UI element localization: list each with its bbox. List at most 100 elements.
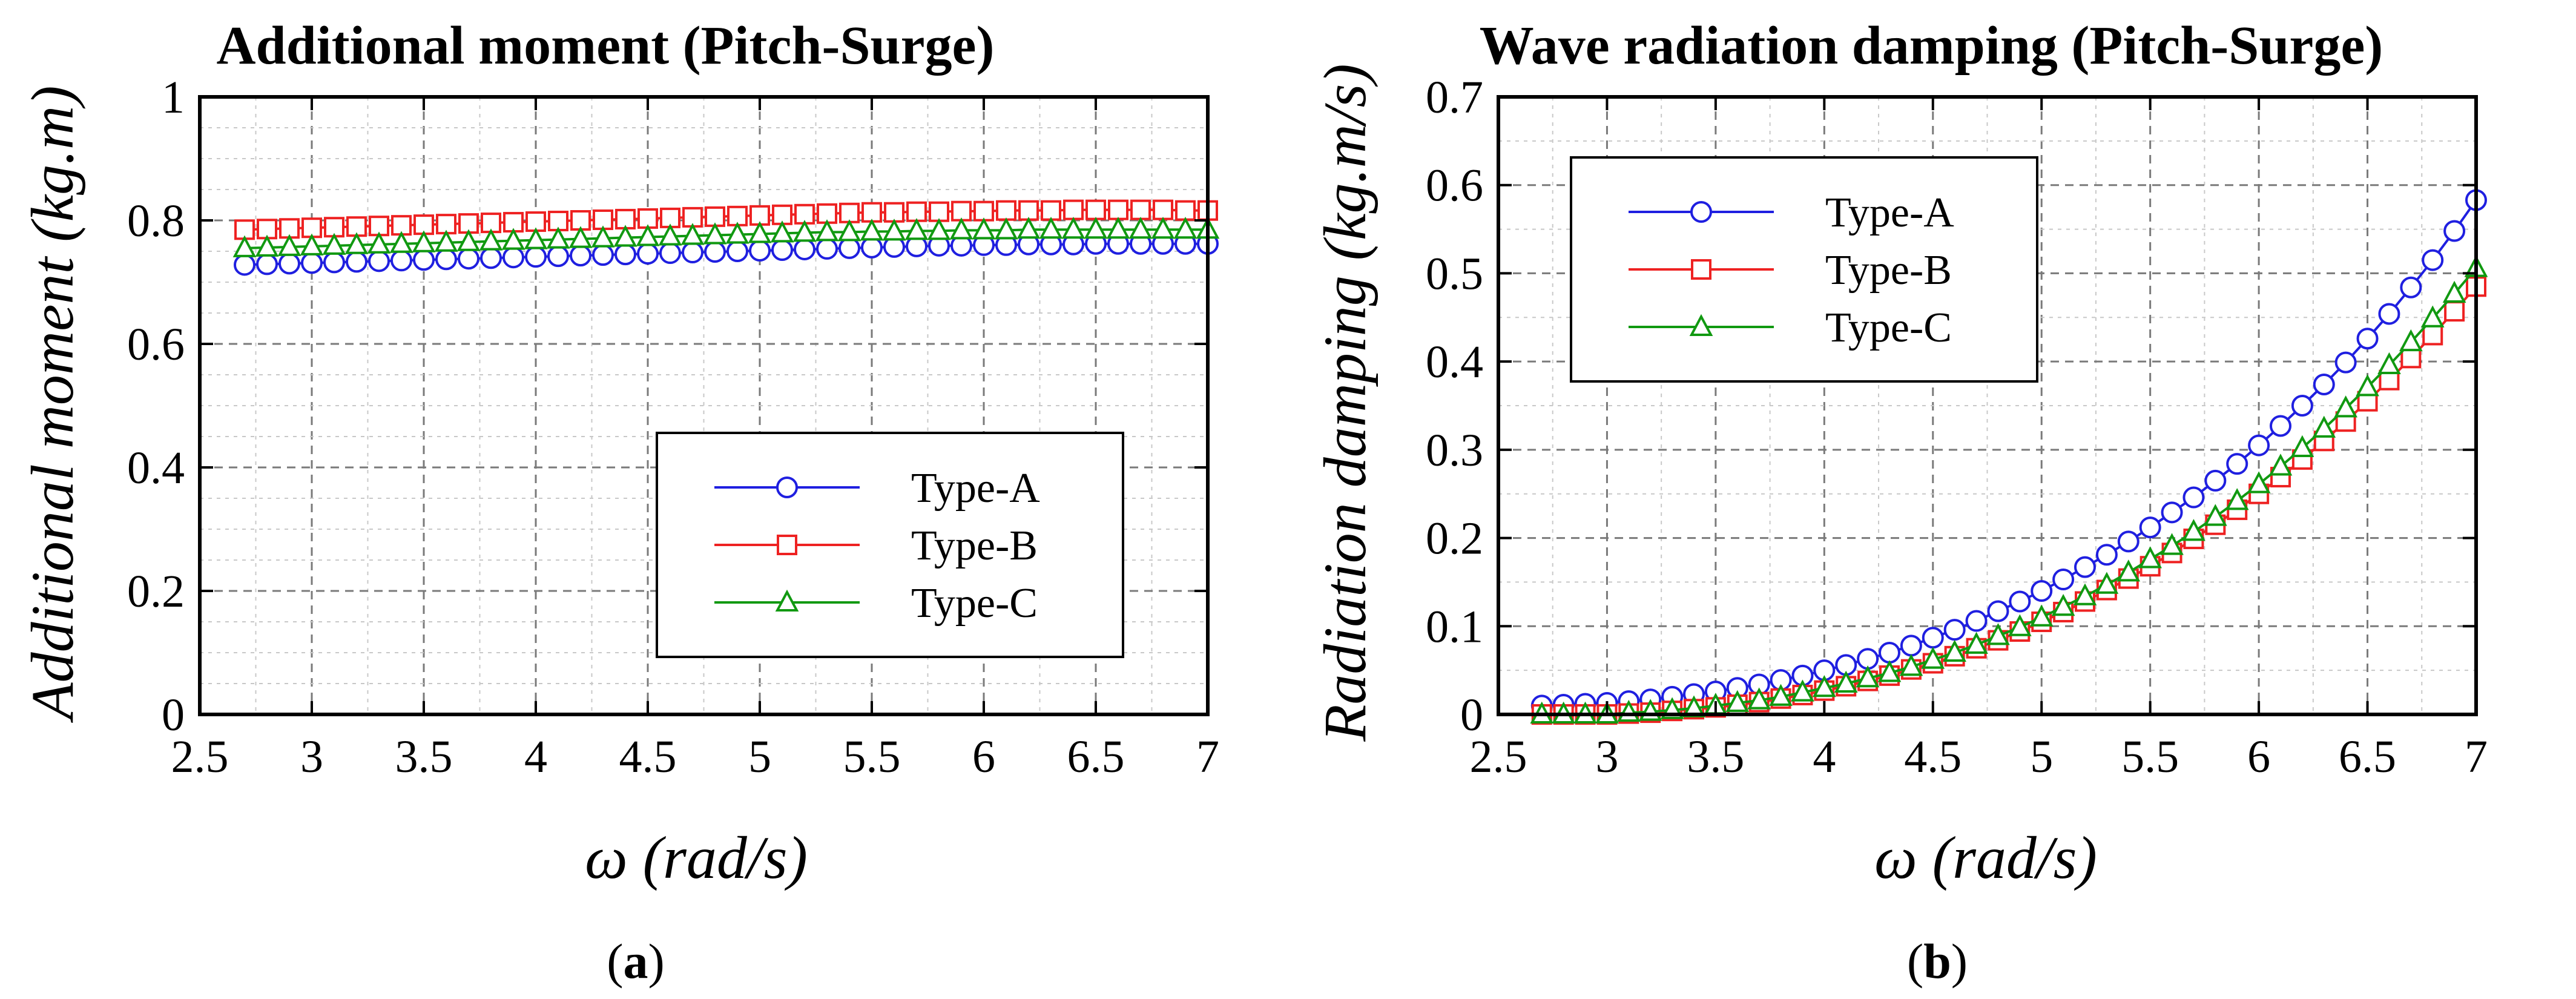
data-point-type-c bbox=[860, 219, 884, 241]
panel-b-legend-entries: Type-A Type-B Type-C bbox=[1629, 190, 1954, 351]
x-tick-label: 4.5 bbox=[619, 731, 677, 782]
data-point-type-b bbox=[817, 203, 837, 224]
data-point-type-c bbox=[1106, 217, 1130, 239]
data-point-type-a bbox=[458, 248, 479, 270]
data-point-type-a bbox=[1943, 619, 1966, 641]
data-point-type-c bbox=[1725, 690, 1750, 713]
y-tick-label: 0.5 bbox=[1426, 248, 1483, 299]
legend-marker bbox=[777, 535, 797, 555]
data-point-type-c bbox=[1747, 687, 1771, 710]
data-point-type-a bbox=[2313, 374, 2335, 396]
data-point-type-c bbox=[2312, 415, 2336, 438]
data-point-type-c bbox=[1899, 654, 1923, 676]
x-tick-label: 5.5 bbox=[843, 731, 901, 782]
data-point-type-a bbox=[301, 252, 323, 274]
data-point-type-b bbox=[1085, 199, 1106, 220]
x-tick-label: 7 bbox=[1196, 731, 1219, 782]
data-point-type-c bbox=[501, 228, 525, 250]
x-tick-label: 4.5 bbox=[1904, 731, 1962, 782]
data-point-type-a bbox=[2052, 569, 2075, 591]
data-point-type-a bbox=[413, 249, 435, 271]
data-point-type-c bbox=[837, 219, 861, 242]
data-point-type-c bbox=[1943, 639, 1967, 662]
data-point-type-c bbox=[680, 223, 705, 245]
panel-b-ticks: 2.5 3 3.5 4 4.5 5 5.5 6 6.5 7 0 0.1 0.2 0.3 0.4 0.5 0.6 0… bbox=[1426, 72, 2488, 782]
data-point-type-b bbox=[996, 200, 1016, 221]
legend-label: Type-A bbox=[911, 465, 1040, 512]
panel-a-x-axis-label: ω (rad/s) bbox=[585, 824, 808, 891]
data-point-type-c bbox=[2116, 559, 2141, 582]
x-tick-label: 3.5 bbox=[1687, 731, 1744, 782]
panel-a-chart: Additional moment (Pitch-Surge) 2.5 3 3.5 4… bbox=[19, 16, 1220, 989]
data-point-type-a bbox=[2378, 303, 2400, 325]
data-point-type-b bbox=[1041, 200, 1061, 221]
x-tick-label: 5.5 bbox=[2121, 731, 2179, 782]
data-point-type-a bbox=[2182, 486, 2205, 509]
data-point-type-c bbox=[658, 223, 682, 246]
x-tick-label: 5 bbox=[748, 731, 771, 782]
data-point-type-c bbox=[2182, 519, 2205, 541]
data-point-type-c bbox=[479, 228, 503, 251]
y-tick-label: 0.3 bbox=[1426, 425, 1483, 476]
data-point-type-c bbox=[2334, 395, 2358, 418]
data-point-type-b bbox=[1175, 200, 1196, 221]
panel-b-y-axis-label: Radiation damping (kg.m/s) bbox=[1311, 64, 1379, 742]
x-tick-label: 7 bbox=[2465, 731, 2488, 782]
y-tick-label: 0.4 bbox=[127, 443, 185, 493]
panel-a-ticks: 2.5 3 3.5 4 4.5 5 5.5 6 6.5 7 0 0.2 0.4 0.6 0.8 1 bbox=[127, 72, 1219, 782]
data-point-type-c bbox=[2008, 614, 2032, 636]
legend-entry-type-a: Type-A bbox=[714, 465, 1040, 512]
data-point-type-c bbox=[1921, 647, 1945, 669]
data-point-type-c bbox=[770, 220, 794, 243]
data-point-type-c bbox=[1016, 217, 1041, 239]
data-point-type-a bbox=[2270, 415, 2291, 437]
data-point-type-a bbox=[592, 244, 614, 266]
data-point-type-c bbox=[434, 229, 458, 252]
x-tick-label: 6.5 bbox=[2339, 731, 2396, 782]
panel-b-title: Wave radiation damping (Pitch-Surge) bbox=[1480, 16, 2383, 76]
panel-a-series bbox=[232, 199, 1220, 276]
data-point-type-c bbox=[1965, 631, 1988, 654]
data-point-type-a bbox=[2226, 453, 2248, 475]
data-point-type-c bbox=[591, 225, 615, 248]
data-point-type-c bbox=[277, 234, 301, 256]
data-point-type-c bbox=[2029, 604, 2054, 627]
x-tick-label: 4 bbox=[524, 731, 547, 782]
data-point-type-c bbox=[725, 222, 749, 244]
legend-entry-type-c: Type-C bbox=[714, 580, 1038, 627]
x-tick-label: 3 bbox=[300, 731, 323, 782]
data-point-type-c bbox=[1061, 217, 1085, 239]
panel-a-caption: (a) bbox=[607, 934, 665, 989]
data-point-type-b bbox=[951, 200, 972, 222]
data-point-type-a bbox=[234, 254, 255, 276]
series-type-c bbox=[232, 217, 1220, 257]
panel-a-plot-frame bbox=[198, 95, 1210, 716]
data-point-type-c bbox=[2377, 352, 2401, 374]
panel-b-x-axis-label: ω (rad/s) bbox=[1874, 824, 2097, 891]
data-point-type-c bbox=[748, 221, 772, 243]
x-tick-label: 3 bbox=[1595, 731, 1618, 782]
legend-entry-type-c: Type-C bbox=[1629, 305, 1952, 351]
data-point-type-a bbox=[749, 239, 771, 262]
data-point-type-a bbox=[726, 240, 748, 262]
data-point-type-b bbox=[1130, 199, 1151, 220]
data-point-type-a bbox=[1879, 642, 1900, 664]
y-tick-label: 0.6 bbox=[127, 319, 185, 370]
data-point-type-a bbox=[480, 247, 502, 269]
x-tick-label: 4 bbox=[1813, 731, 1836, 782]
data-point-type-a bbox=[2400, 276, 2422, 298]
data-point-type-a bbox=[2074, 556, 2096, 578]
data-point-type-c bbox=[255, 234, 279, 257]
legend-entry-type-a: Type-A bbox=[1629, 190, 1954, 236]
panel-b-plot-frame bbox=[1497, 95, 2478, 716]
data-point-type-b bbox=[615, 208, 636, 229]
data-point-type-c bbox=[2420, 305, 2445, 328]
data-point-type-a bbox=[659, 242, 681, 265]
legend-label: Type-B bbox=[911, 523, 1038, 569]
legend-entry-type-b: Type-B bbox=[714, 523, 1038, 569]
legend-label: Type-C bbox=[911, 580, 1038, 627]
data-point-type-c bbox=[2225, 488, 2249, 510]
y-tick-label: 0.6 bbox=[1426, 160, 1483, 211]
data-point-type-b bbox=[1063, 199, 1084, 220]
